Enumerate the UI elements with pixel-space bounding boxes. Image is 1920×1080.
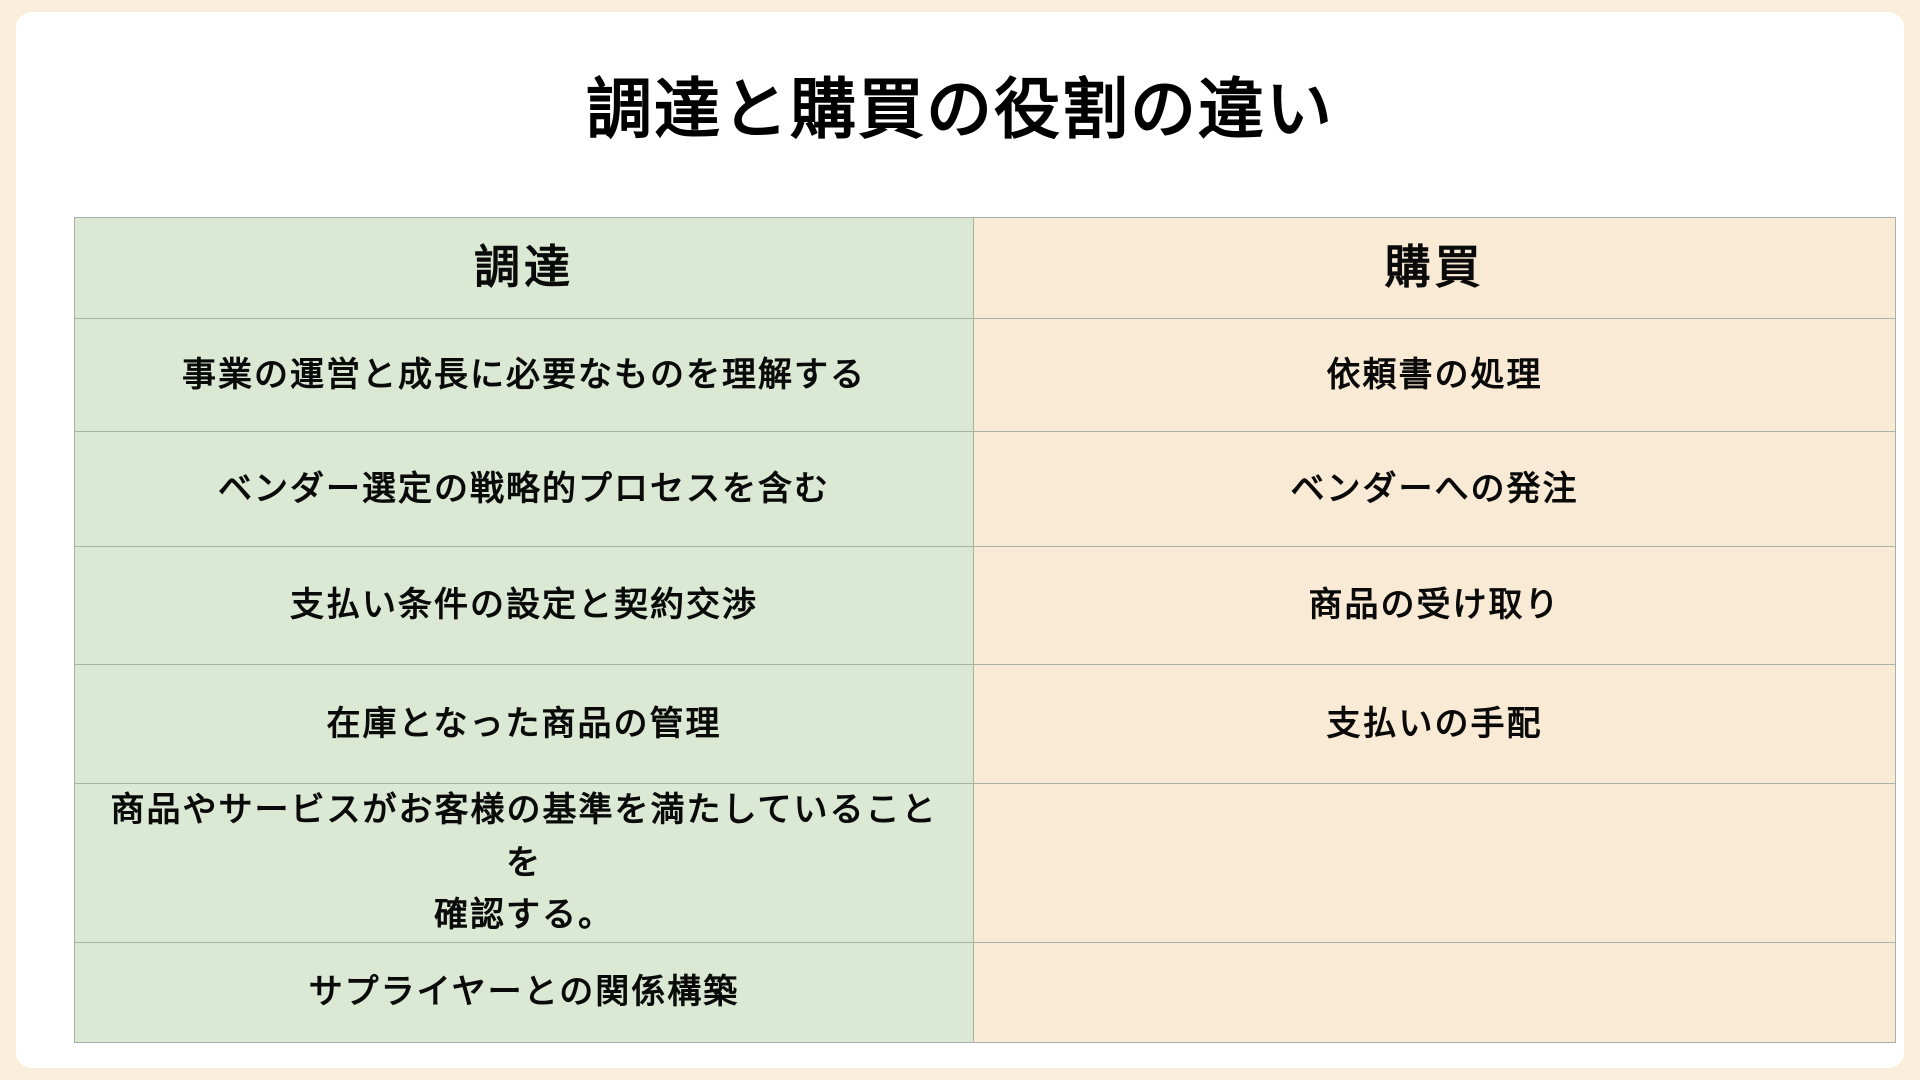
content-card: 調達と購買の役割の違い 調達 購買 事業の運営と成長に必要なものを理解する 依頼… [16,12,1904,1068]
comparison-table: 調達 購買 事業の運営と成長に必要なものを理解する 依頼書の処理 ベンダー選定の… [74,217,1896,1044]
cell-purchasing [973,942,1896,1044]
cell-purchasing [973,782,1896,944]
table-header-row: 調達 購買 [74,217,1896,319]
table-row: ベンダー選定の戦略的プロセスを含む ベンダーへの発注 [74,431,1896,547]
cell-purchasing: 支払いの手配 [973,664,1896,784]
column-header-purchasing: 購買 [973,217,1896,319]
table-row: サプライヤーとの関係構築 [74,942,1896,1044]
table-row: 支払い条件の設定と契約交渉 商品の受け取り [74,546,1896,665]
cell-procurement: 事業の運営と成長に必要なものを理解する [74,318,974,432]
column-header-procurement: 調達 [74,217,974,319]
cell-purchasing: ベンダーへの発注 [973,431,1896,547]
cell-procurement: 支払い条件の設定と契約交渉 [74,546,974,665]
cell-purchasing: 依頼書の処理 [973,318,1896,432]
cell-procurement: 商品やサービスがお客様の基準を満たしていることを 確認する。 [74,782,974,944]
cell-procurement: サプライヤーとの関係構築 [74,942,974,1044]
cell-purchasing: 商品の受け取り [973,546,1896,665]
table-row: 事業の運営と成長に必要なものを理解する 依頼書の処理 [74,318,1896,432]
page-title: 調達と購買の役割の違い [586,72,1334,146]
table-row: 商品やサービスがお客様の基準を満たしていることを 確認する。 [74,782,1896,944]
cell-procurement: 在庫となった商品の管理 [74,664,974,784]
table-row: 在庫となった商品の管理 支払いの手配 [74,664,1896,784]
cell-procurement: ベンダー選定の戦略的プロセスを含む [74,431,974,547]
